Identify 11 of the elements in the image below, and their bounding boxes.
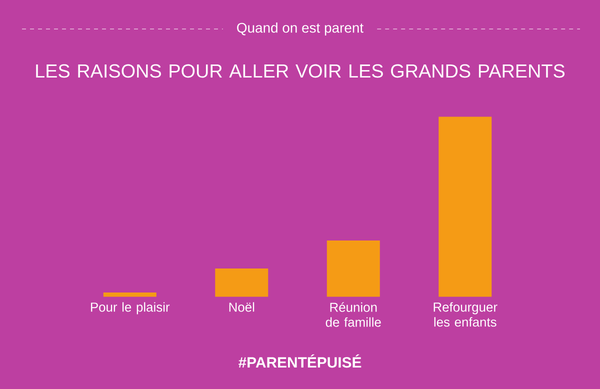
x-tick-label: Réunion de famille bbox=[326, 302, 381, 327]
chart-title: LES RAISONS POUR ALLER VOIR LES GRANDS PARENTS bbox=[36, 64, 565, 78]
x-tick-label: Noël bbox=[229, 302, 254, 312]
bar bbox=[103, 292, 156, 297]
bar bbox=[438, 116, 492, 297]
text: #PARENTÉPUISÉ bbox=[238, 354, 362, 368]
bar bbox=[215, 268, 268, 297]
x-tick-label: Refourguer les enfants bbox=[434, 302, 498, 327]
chart-subtitle: Quand on est parent bbox=[237, 22, 364, 36]
x-tick-label: Pour le plaisir bbox=[90, 302, 170, 314]
bar bbox=[326, 240, 380, 297]
